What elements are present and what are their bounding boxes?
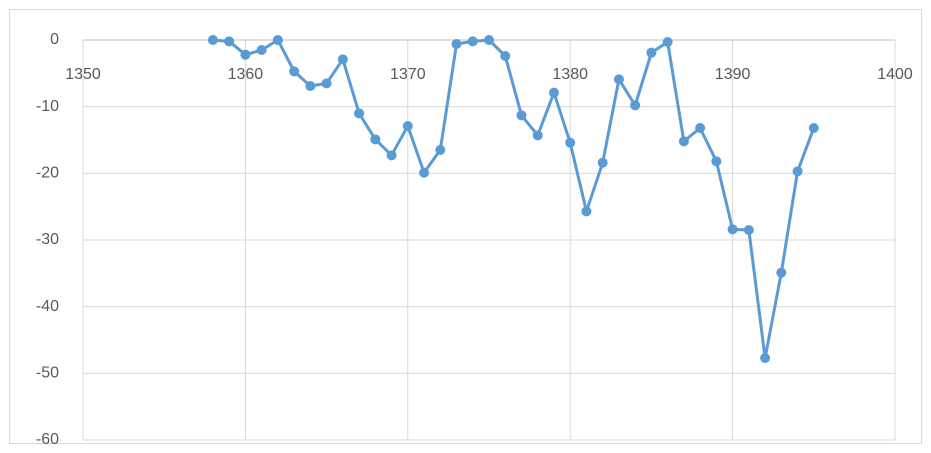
data-point [597,157,608,168]
data-point [500,51,511,61]
data-point [272,35,283,45]
data-point [760,353,771,363]
data-point [484,35,494,45]
data-point [516,110,527,121]
data-point [337,54,348,65]
x-tick-label: 1390 [715,66,751,83]
data-point [435,145,446,155]
data-point [419,167,430,178]
data-point [467,36,478,47]
data-point [548,87,559,98]
data-point [289,66,300,77]
data-point [370,134,381,145]
data-point [305,81,316,91]
data-point [240,49,251,60]
y-tick-label: -50 [36,365,59,382]
chart-border [9,9,922,444]
x-tick-label: 1350 [65,66,101,83]
data-point [581,206,592,217]
y-tick-label: -30 [36,231,59,248]
x-tick-label: 1370 [390,66,426,83]
data-point [776,267,787,278]
data-point [662,37,673,47]
y-tick-label: -10 [36,98,59,115]
x-tick-label: 1400 [877,66,913,83]
y-tick-label: -60 [36,431,59,448]
y-tick-label: -20 [36,165,59,182]
data-point [630,100,641,111]
data-point [207,35,218,45]
data-point [808,123,819,133]
data-point [532,130,543,141]
data-point [792,166,803,177]
data-point [224,36,235,47]
data-point [743,225,754,235]
x-tick-label: 1360 [228,66,264,83]
x-tick-label: 1380 [552,66,588,83]
data-point [386,150,397,161]
data-point [354,108,365,119]
data-point [451,39,462,49]
data-point [711,156,722,167]
data-point [646,47,657,58]
y-tick-label: -40 [36,298,59,315]
data-point [695,123,706,133]
y-tick-label: 0 [50,31,59,48]
data-point [727,224,738,235]
data-point [256,45,267,55]
data-point [402,121,413,131]
data-point [613,74,624,85]
data-point [678,136,689,147]
data-point [565,137,576,148]
data-point [321,78,332,89]
